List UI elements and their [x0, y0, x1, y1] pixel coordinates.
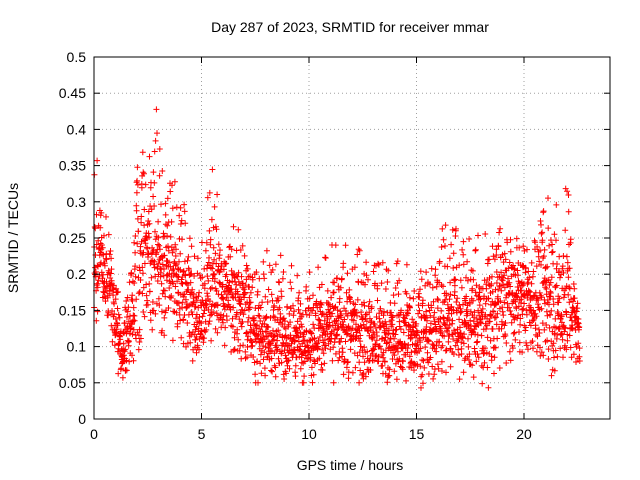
x-tick-label: 20	[516, 426, 532, 442]
axis-ticks: 0 5 10 15 20 0 0.05 0.1 0.15 0.2 0.25 0.3 0.35 0.4 0.4…	[59, 49, 610, 442]
data-point-group	[427, 222, 471, 383]
data-point-group	[165, 178, 209, 364]
data-point-group	[203, 166, 247, 362]
x-tick-label: 10	[301, 426, 317, 442]
plot-frame	[93, 56, 611, 420]
y-tick-label: 0.3	[67, 194, 87, 210]
y-tick-label: 0.4	[67, 121, 87, 137]
y-axis-label: SRMTID / TECUs	[5, 183, 21, 293]
y-tick-label: 0.2	[67, 266, 87, 282]
x-tick-label: 0	[90, 426, 98, 442]
y-tick-label: 0.35	[59, 158, 86, 174]
data-point-group	[240, 247, 284, 386]
chart-title: Day 287 of 2023, SRMTID for receiver mma…	[211, 19, 489, 35]
data-points	[91, 106, 583, 391]
y-tick-label: 0.5	[67, 49, 87, 65]
data-point-group	[91, 157, 135, 381]
data-point-group	[502, 218, 546, 366]
data-point-group	[390, 258, 434, 391]
y-tick-label: 0.15	[59, 302, 86, 318]
x-tick-label: 5	[198, 426, 206, 442]
y-tick-label: 0.25	[59, 230, 86, 246]
data-point-group	[315, 242, 359, 386]
data-point-group	[278, 262, 322, 386]
x-tick-label: 15	[409, 426, 425, 442]
grid	[94, 57, 610, 419]
y-tick-label: 0	[78, 411, 86, 427]
y-tick-label: 0.1	[67, 339, 87, 355]
x-axis-label: GPS time / hours	[297, 457, 404, 473]
data-point-group	[352, 246, 396, 386]
data-point-group	[464, 225, 509, 391]
y-tick-label: 0.05	[59, 375, 86, 391]
data-point-group	[539, 185, 583, 379]
y-tick-label: 0.45	[59, 85, 86, 101]
data-point-group	[128, 106, 172, 364]
